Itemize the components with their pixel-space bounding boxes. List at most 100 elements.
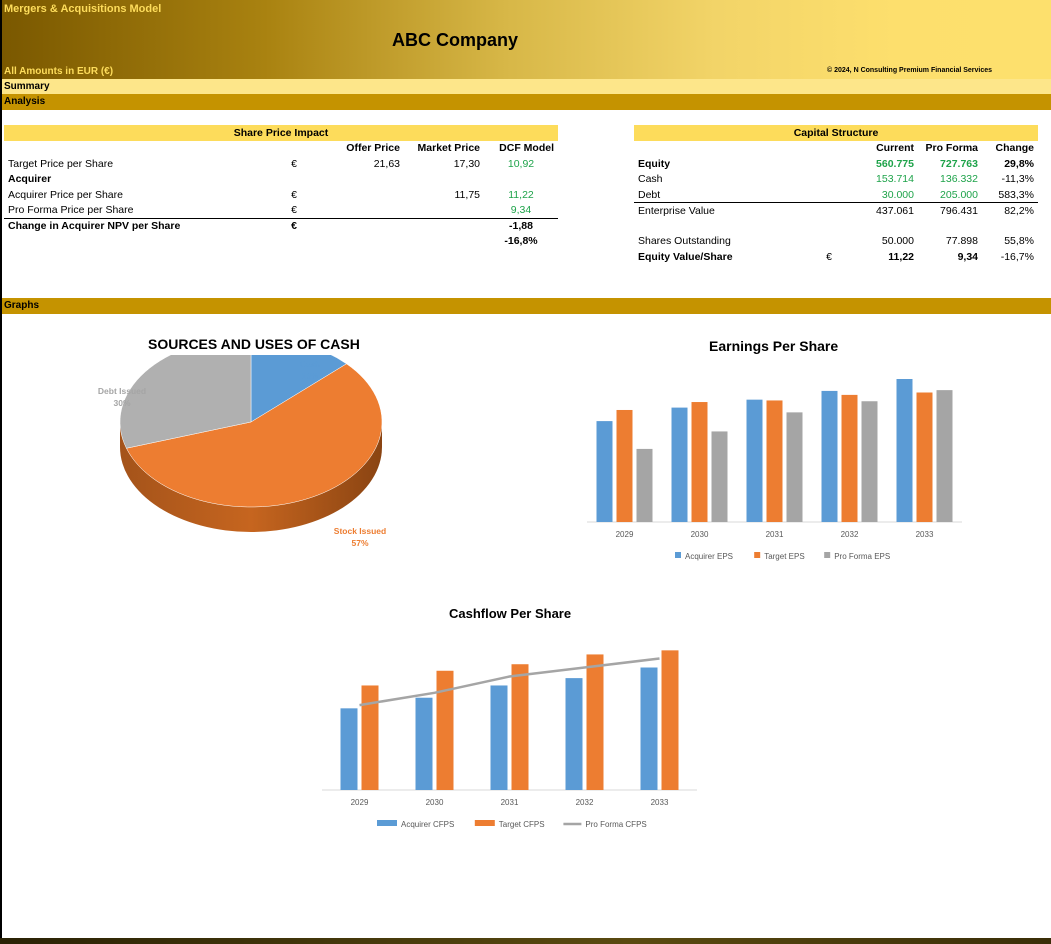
table-row xyxy=(634,218,1038,234)
capital-structure-table: Capital Structure Current Pro Forma Chan… xyxy=(634,125,1038,265)
bar-target-cfps-2030 xyxy=(436,670,454,790)
row-label[interactable]: Pro Forma Price per Share xyxy=(8,204,134,216)
table-row: Cash 153.714 136.332 -11,3% xyxy=(634,172,1038,188)
table-row: Equity Value/Share € 11,22 9,34 -16,7% xyxy=(634,249,1038,265)
currency-cell[interactable]: € xyxy=(274,217,314,234)
section-analysis[interactable]: Analysis xyxy=(2,94,1051,110)
pro-forma-cell[interactable]: 136.332 xyxy=(940,173,978,186)
current-cell[interactable]: 30.000 xyxy=(854,187,918,203)
table-row: Debt 30.000 205.000 583,3% xyxy=(634,187,1038,203)
col-offer-price: Offer Price xyxy=(346,142,400,155)
market-cell[interactable]: 17,30 xyxy=(453,157,480,170)
currency-cell[interactable]: € xyxy=(291,204,297,216)
pro-forma-cell[interactable]: 77.898 xyxy=(945,235,978,248)
pie-label-cash: Cash xyxy=(300,359,321,369)
row-label[interactable]: Acquirer Price per Share xyxy=(8,188,123,201)
change-cell[interactable]: -11,3% xyxy=(1001,173,1035,186)
bar-acquirer-eps-2033 xyxy=(896,379,913,522)
x-tick-label: 2030 xyxy=(426,798,444,807)
table-row: Acquirer xyxy=(4,172,558,188)
dcf-cell[interactable]: 9,34 xyxy=(510,204,532,216)
row-label[interactable]: Enterprise Value xyxy=(638,204,715,217)
bar-target-eps-2033 xyxy=(916,392,933,522)
col-current: Current xyxy=(876,142,914,155)
pie-chart-title: SOURCES AND USES OF CASH xyxy=(148,336,360,352)
bar-target-eps-2032 xyxy=(841,394,858,522)
change-cell[interactable]: -16,7% xyxy=(1000,250,1034,263)
market-cell[interactable] xyxy=(404,203,484,219)
col-pro-forma: Pro Forma xyxy=(925,142,978,155)
legend-swatch-target-eps xyxy=(754,552,761,558)
row-label[interactable]: Equity xyxy=(638,157,671,170)
section-summary[interactable]: Summary xyxy=(2,79,1051,94)
dcf-change-pct-cell[interactable]: -16,8% xyxy=(504,235,538,248)
change-cell[interactable]: 583,3% xyxy=(982,187,1038,203)
sources-uses-pie-chart[interactable]: Cash 13% Stock Issued 57% Debt Issued 30% xyxy=(62,355,442,555)
pie-side-wall xyxy=(120,422,382,532)
current-cell[interactable]: 11,22 xyxy=(888,250,914,263)
market-cell[interactable] xyxy=(404,217,484,234)
pie-pct-cash: 13% xyxy=(301,371,318,381)
x-tick-label: 2031 xyxy=(501,798,519,807)
row-label[interactable]: Equity Value/Share xyxy=(638,250,733,263)
row-label[interactable]: Acquirer xyxy=(8,173,52,186)
dcf-cell[interactable]: 11,22 xyxy=(508,188,534,201)
x-tick-label: 2032 xyxy=(841,530,859,539)
col-change: Change xyxy=(995,142,1034,155)
pie-label-stock-issued: Stock Issued xyxy=(334,526,386,536)
current-cell[interactable]: 153.714 xyxy=(876,173,914,186)
change-cell[interactable]: 82,2% xyxy=(1004,204,1034,217)
offer-cell[interactable]: 21,63 xyxy=(373,157,400,170)
pie-pct-debt-issued: 30% xyxy=(113,398,130,408)
currency-note: All Amounts in EUR (€) xyxy=(4,66,114,77)
capital-structure-title: Capital Structure xyxy=(634,125,1038,141)
x-tick-label: 2029 xyxy=(616,530,634,539)
row-label[interactable]: Change in Acquirer NPV per Share xyxy=(4,217,274,234)
dcf-cell[interactable]: -1,88 xyxy=(484,217,558,234)
table-row: Change in Acquirer NPV per Share € -1,88 xyxy=(4,217,558,234)
bar-pro-forma-eps-2030 xyxy=(711,431,728,522)
bar-target-eps-2031 xyxy=(766,400,783,522)
table-row: Enterprise Value 437.061 796.431 82,2% xyxy=(634,203,1038,219)
eps-bar-chart[interactable]: 2029 2030 2031 2032 2033 Acquirer EPS Target E… xyxy=(572,365,972,570)
x-tick-label: 2033 xyxy=(651,798,669,807)
change-cell[interactable]: 55,8% xyxy=(1004,235,1034,248)
table-row: Equity 560.775 727.763 29,8% xyxy=(634,156,1038,172)
pro-forma-cell[interactable]: 205.000 xyxy=(918,187,982,203)
x-tick-label: 2033 xyxy=(916,530,934,539)
cfps-bar-chart[interactable]: 2029 2030 2031 2032 2033 Acquirer CFPS Target … xyxy=(320,632,710,837)
current-cell[interactable]: 560.775 xyxy=(876,157,914,170)
bar-target-cfps-2033 xyxy=(661,650,679,790)
share-price-impact-title: Share Price Impact xyxy=(4,125,558,141)
bar-acquirer-cfps-2033 xyxy=(640,667,658,790)
market-cell[interactable]: 11,75 xyxy=(454,188,481,201)
pie-slice-debt-issued xyxy=(119,355,252,449)
legend-label-acquirer-cfps: Acquirer CFPS xyxy=(401,820,454,829)
row-label[interactable]: Cash xyxy=(638,173,663,186)
change-cell[interactable]: 29,8% xyxy=(1004,157,1034,170)
row-label[interactable]: Target Price per Share xyxy=(8,157,114,170)
currency-cell[interactable]: € xyxy=(826,250,832,263)
current-cell[interactable]: 437.061 xyxy=(876,204,914,217)
pro-forma-cell[interactable]: 727.763 xyxy=(940,157,978,170)
bar-acquirer-eps-2031 xyxy=(746,399,763,522)
currency-cell[interactable]: € xyxy=(291,157,297,170)
legend-label-target-cfps: Target CFPS xyxy=(499,820,545,829)
offer-cell[interactable] xyxy=(314,217,404,234)
legend-label-target-eps: Target EPS xyxy=(764,552,804,561)
currency-cell[interactable]: € xyxy=(291,188,297,201)
x-tick-label: 2031 xyxy=(766,530,784,539)
offer-cell[interactable] xyxy=(314,203,404,219)
pro-forma-cell[interactable]: 796.431 xyxy=(940,204,978,217)
legend-swatch-target-cfps xyxy=(474,820,495,826)
row-label[interactable]: Debt xyxy=(634,187,804,203)
x-tick-label: 2032 xyxy=(576,798,594,807)
dcf-cell[interactable]: 10,92 xyxy=(507,157,535,170)
row-label[interactable]: Shares Outstanding xyxy=(638,235,731,248)
section-graphs[interactable]: Graphs xyxy=(2,298,1051,314)
current-cell[interactable]: 50.000 xyxy=(881,235,914,248)
offer-cell[interactable] xyxy=(314,187,404,203)
pro-forma-cell[interactable]: 9,34 xyxy=(957,250,978,263)
bar-target-eps-2029 xyxy=(616,409,633,522)
